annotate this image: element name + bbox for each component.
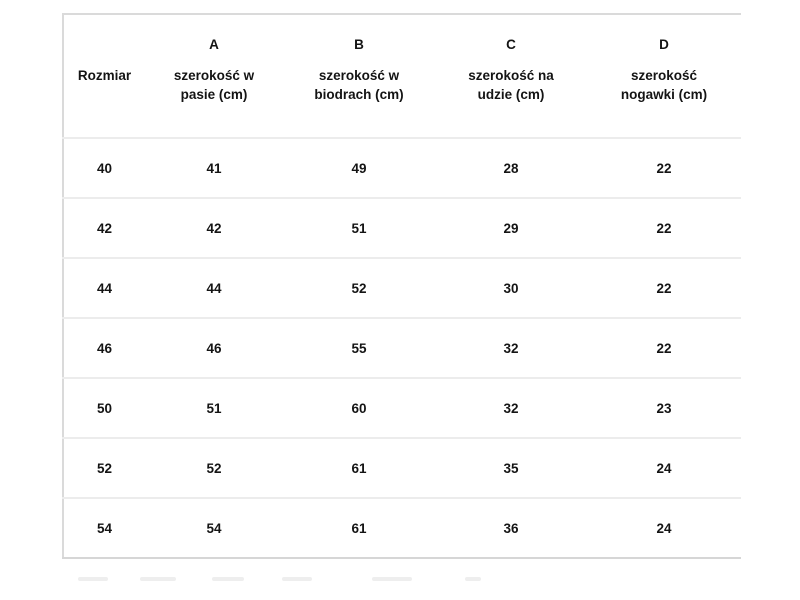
value-cell: 61 [351, 520, 367, 536]
value-cell: 22 [656, 160, 672, 176]
row-size-cell: 50 [96, 400, 113, 416]
value-cell: 41 [206, 160, 222, 176]
value-cell: 22 [656, 220, 672, 236]
row-size-cell: 44 [96, 280, 113, 296]
table-row: 40 41 49 28 22 [63, 138, 741, 198]
value-cell: 32 [503, 340, 519, 356]
column-letter: A [209, 37, 219, 52]
value-cell: 44 [206, 280, 222, 296]
value-cell: 49 [351, 160, 367, 176]
value-cell: 24 [656, 460, 672, 476]
value-cell: 32 [503, 400, 519, 416]
column-letter: D [659, 37, 669, 52]
column-name: Rozmiar [77, 68, 132, 83]
value-cell: 36 [503, 520, 519, 536]
value-cell: 51 [206, 400, 222, 416]
value-cell: 51 [351, 220, 367, 236]
table-row: 54 54 61 36 24 [63, 498, 741, 558]
value-cell: 52 [351, 280, 367, 296]
table-row: 50 51 60 32 23 [63, 378, 741, 438]
column-letter: C [506, 37, 516, 52]
value-cell: 61 [351, 460, 367, 476]
faint-artifact [140, 577, 176, 581]
table-row: 44 44 52 30 22 [63, 258, 741, 318]
row-size-cell: 40 [96, 160, 113, 176]
table-row: 42 42 51 29 22 [63, 198, 741, 258]
faint-artifact [78, 577, 108, 581]
row-size-cell: 54 [96, 520, 113, 536]
faint-artifact [282, 577, 312, 581]
column-letter: B [354, 37, 364, 52]
row-size-cell: 42 [96, 220, 113, 236]
value-cell: 24 [656, 520, 672, 536]
value-cell: 55 [351, 340, 367, 356]
value-cell: 60 [351, 400, 367, 416]
value-cell: 35 [503, 460, 519, 476]
column-header-rozmiar: Rozmiar [63, 14, 145, 138]
faint-artifact [465, 577, 481, 581]
row-size-cell: 52 [96, 460, 113, 476]
value-cell: 23 [656, 400, 672, 416]
value-cell: 28 [503, 160, 519, 176]
faint-artifact [372, 577, 412, 581]
value-cell: 46 [206, 340, 222, 356]
column-name: szerokość w biodrach (cm) [314, 68, 404, 102]
value-cell: 22 [656, 280, 672, 296]
table-body: 40 41 49 28 22 42 42 51 29 22 44 44 52 30 22 46 46 55 32 22… [63, 138, 741, 558]
row-size-cell: 46 [96, 340, 113, 356]
table-row: 46 46 55 32 22 [63, 318, 741, 378]
column-name: szerokość na udzie (cm) [468, 68, 554, 102]
value-cell: 52 [206, 460, 222, 476]
faint-artifact [212, 577, 244, 581]
column-name: szerokość w pasie (cm) [173, 68, 255, 102]
value-cell: 29 [503, 220, 519, 236]
value-cell: 22 [656, 340, 672, 356]
value-cell: 42 [206, 220, 222, 236]
column-letter [65, 35, 144, 66]
value-cell: 30 [503, 280, 519, 296]
column-name: szerokość nogawki (cm) [620, 68, 708, 102]
value-cell: 54 [206, 520, 222, 536]
table-row: 52 52 61 35 24 [63, 438, 741, 498]
